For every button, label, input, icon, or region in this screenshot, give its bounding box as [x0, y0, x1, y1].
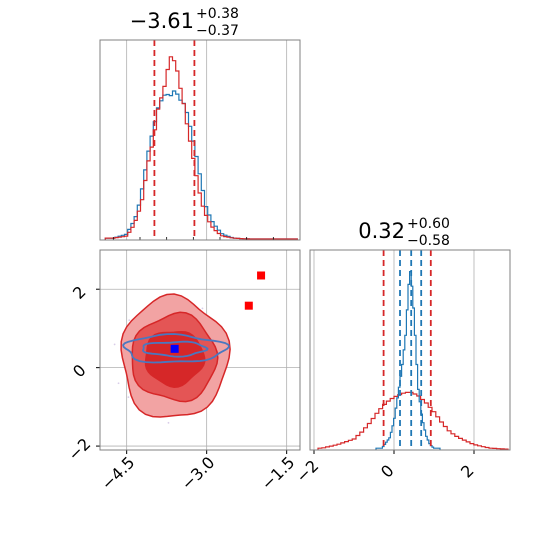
sample-point [127, 396, 130, 399]
panel-param2-histogram: −2 0 2 0.32 +0.60−0.58 [292, 216, 511, 486]
sample-point [167, 421, 170, 424]
y-tick-label: −2 [64, 434, 94, 464]
panel-joint-contour: −4.5 −3.0 −1.5−202 [64, 249, 301, 494]
panel-title-value: 0.32 [358, 219, 405, 243]
x-tick-label: −2 [292, 456, 322, 486]
y-tick-label: 2 [69, 282, 90, 303]
sample-point [128, 319, 131, 322]
red-histogram [104, 56, 298, 240]
x-tick-label: 0 [377, 461, 398, 482]
panel-title-upper-error: +0.38 [196, 6, 239, 22]
y-tick-label: 0 [69, 361, 90, 382]
blue-contour-outer [122, 333, 230, 364]
sample-point [201, 307, 204, 310]
x-tick-label: 2 [457, 461, 478, 482]
panel-frame [99, 249, 301, 451]
blue-histogram [104, 90, 298, 240]
x-tick-label: −4.5 [98, 453, 139, 494]
panel-param1-histogram: −3.61 +0.38−0.37 [99, 6, 301, 241]
panel-title-value: −3.61 [130, 9, 194, 33]
sample-point [117, 382, 120, 385]
red-contour-inner [144, 330, 206, 388]
panel-frame [99, 39, 301, 241]
blue-contour-inner [142, 340, 209, 358]
red-marker [244, 301, 253, 310]
panel-frame [309, 249, 511, 451]
blue-histogram [375, 271, 441, 450]
panel-title-upper-error: +0.60 [407, 216, 450, 232]
blue-marker [170, 344, 179, 353]
panel-title-lower-error: −0.37 [196, 23, 239, 39]
red-marker [257, 271, 266, 280]
panel-title-lower-error: −0.58 [407, 233, 450, 249]
red-histogram [317, 391, 509, 450]
x-tick-label: −3.0 [178, 453, 219, 494]
sample-point [113, 343, 116, 346]
